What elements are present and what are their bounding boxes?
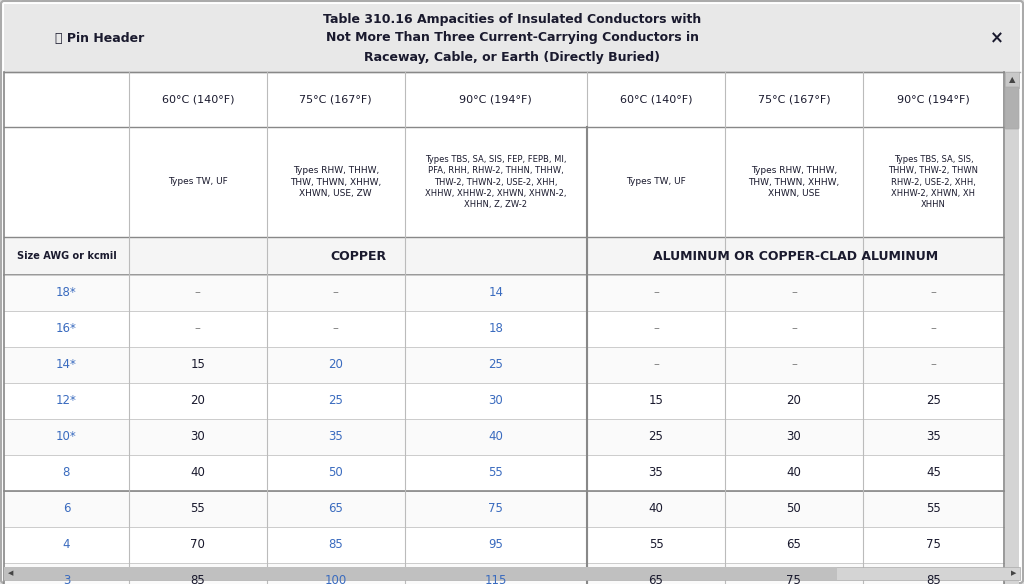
Text: Size AWG or kcmil: Size AWG or kcmil: [16, 251, 117, 261]
Bar: [4, 491, 1004, 527]
Text: 90°C (194°F): 90°C (194°F): [460, 95, 532, 105]
Text: 25: 25: [329, 395, 343, 408]
Text: –: –: [333, 287, 339, 300]
Text: 18*: 18*: [56, 287, 77, 300]
Text: COPPER: COPPER: [330, 249, 386, 262]
Text: –: –: [333, 322, 339, 335]
Bar: [4, 237, 1004, 275]
Text: 55: 55: [648, 538, 664, 551]
Text: 70: 70: [190, 538, 205, 551]
Text: 8: 8: [62, 467, 70, 479]
Text: 65: 65: [786, 538, 802, 551]
Text: 14: 14: [488, 287, 504, 300]
Text: ×: ×: [990, 29, 1004, 47]
Text: ▲: ▲: [1009, 75, 1015, 85]
Text: 65: 65: [648, 575, 664, 584]
Text: 75: 75: [926, 538, 941, 551]
Text: –: –: [931, 287, 936, 300]
Text: 35: 35: [926, 430, 941, 443]
Text: 25: 25: [488, 359, 503, 371]
Text: 95: 95: [488, 538, 503, 551]
Text: Types TW, UF: Types TW, UF: [626, 178, 686, 186]
Text: 75: 75: [488, 502, 503, 516]
Text: ⎙ Pin Header: ⎙ Pin Header: [55, 32, 144, 44]
Text: 6: 6: [62, 502, 71, 516]
Text: 55: 55: [488, 467, 503, 479]
Text: Types RHW, THHW,
THW, THWN, XHHW,
XHWN, USE, ZW: Types RHW, THHW, THW, THWN, XHHW, XHWN, …: [290, 166, 381, 198]
Text: –: –: [653, 322, 659, 335]
Text: 25: 25: [648, 430, 664, 443]
Text: 55: 55: [190, 502, 205, 516]
Bar: [4, 567, 1020, 580]
FancyBboxPatch shape: [1005, 87, 1019, 129]
Text: –: –: [931, 322, 936, 335]
Bar: [4, 567, 837, 580]
Text: –: –: [653, 287, 659, 300]
Text: 15: 15: [190, 359, 205, 371]
Text: 75: 75: [786, 575, 802, 584]
Text: ALUMINUM OR COPPER-CLAD ALUMINUM: ALUMINUM OR COPPER-CLAD ALUMINUM: [653, 249, 938, 262]
Text: 20: 20: [786, 395, 802, 408]
Text: 35: 35: [648, 467, 664, 479]
Text: 15: 15: [648, 395, 664, 408]
Bar: [4, 419, 1004, 455]
Bar: [4, 275, 1004, 311]
Text: 45: 45: [926, 467, 941, 479]
Text: 75°C (167°F): 75°C (167°F): [758, 95, 830, 105]
Text: 40: 40: [648, 502, 664, 516]
Text: –: –: [931, 359, 936, 371]
Text: 4: 4: [62, 538, 71, 551]
Bar: [4, 347, 1004, 383]
Text: 85: 85: [190, 575, 205, 584]
Text: Types TW, UF: Types TW, UF: [168, 178, 227, 186]
Text: Types TBS, SA, SIS,
THHW, THW-2, THWN
RHW-2, USE-2, XHH,
XHHW-2, XHWN, XH
XHHN: Types TBS, SA, SIS, THHW, THW-2, THWN RH…: [889, 155, 978, 210]
Text: 85: 85: [329, 538, 343, 551]
Text: 3: 3: [62, 575, 70, 584]
Bar: [1005, 72, 1019, 88]
Text: –: –: [653, 359, 659, 371]
Text: 40: 40: [786, 467, 802, 479]
Text: 60°C (140°F): 60°C (140°F): [620, 95, 692, 105]
Text: 30: 30: [488, 395, 503, 408]
Text: ◀: ◀: [8, 571, 13, 576]
Text: 30: 30: [786, 430, 801, 443]
Text: 25: 25: [926, 395, 941, 408]
Bar: [4, 563, 1004, 584]
Text: –: –: [195, 322, 201, 335]
Text: 10*: 10*: [56, 430, 77, 443]
Text: 55: 55: [926, 502, 941, 516]
Bar: [1005, 72, 1019, 584]
Text: 40: 40: [190, 467, 205, 479]
Text: 115: 115: [484, 575, 507, 584]
Text: –: –: [791, 322, 797, 335]
Text: 18: 18: [488, 322, 503, 335]
Text: ▶: ▶: [1011, 571, 1016, 576]
Text: 40: 40: [488, 430, 503, 443]
Text: –: –: [791, 359, 797, 371]
Text: 65: 65: [329, 502, 343, 516]
Text: 100: 100: [325, 575, 347, 584]
Text: 50: 50: [329, 467, 343, 479]
Text: Table 310.16 Ampacities of Insulated Conductors with
Not More Than Three Current: Table 310.16 Ampacities of Insulated Con…: [323, 12, 701, 64]
Text: 20: 20: [329, 359, 343, 371]
Text: Types TBS, SA, SIS, FEP, FEPB, MI,
PFA, RHH, RHW-2, THHN, THHW,
THW-2, THWN-2, U: Types TBS, SA, SIS, FEP, FEPB, MI, PFA, …: [425, 155, 566, 210]
Text: 16*: 16*: [56, 322, 77, 335]
Text: –: –: [195, 287, 201, 300]
Text: 90°C (194°F): 90°C (194°F): [897, 95, 970, 105]
Text: 30: 30: [190, 430, 205, 443]
Text: Types RHW, THHW,
THW, THWN, XHHW,
XHWN, USE: Types RHW, THHW, THW, THWN, XHHW, XHWN, …: [749, 166, 840, 198]
Text: 14*: 14*: [56, 359, 77, 371]
Text: 50: 50: [786, 502, 801, 516]
Text: 75°C (167°F): 75°C (167°F): [299, 95, 372, 105]
Text: 85: 85: [926, 575, 941, 584]
Text: 12*: 12*: [56, 395, 77, 408]
Text: 20: 20: [190, 395, 205, 408]
Bar: [4, 4, 1020, 72]
Text: –: –: [791, 287, 797, 300]
Text: 60°C (140°F): 60°C (140°F): [162, 95, 234, 105]
Text: 35: 35: [329, 430, 343, 443]
